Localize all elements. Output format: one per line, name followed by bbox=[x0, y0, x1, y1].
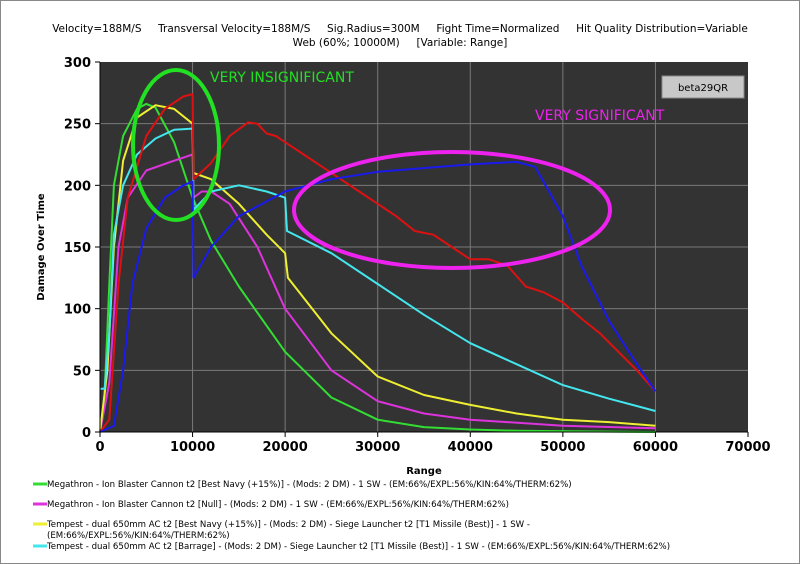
legend-label-2-line2: (EM:66%/EXPL:56%/KIN:64%/THERM:62%) bbox=[47, 531, 230, 541]
x-tick-label: 20000 bbox=[263, 440, 308, 455]
y-tick-label: 300 bbox=[64, 56, 91, 71]
annotation-ellipse-insignificant bbox=[131, 68, 221, 222]
x-axis-label: Range bbox=[406, 466, 442, 477]
y-tick-label: 100 bbox=[64, 303, 91, 318]
watermark-text: beta29QR bbox=[678, 83, 728, 94]
series-line-3 bbox=[100, 127, 656, 412]
x-tick-label: 10000 bbox=[170, 440, 215, 455]
y-tick-label: 150 bbox=[64, 241, 91, 256]
subtitle-line-1: Velocity=188M/S Transversal Velocity=188… bbox=[52, 23, 748, 35]
series-line-5 bbox=[99, 160, 657, 433]
x-tick-label: 0 bbox=[95, 440, 104, 455]
x-tick-label: 50000 bbox=[540, 440, 585, 455]
x-tick-label: 60000 bbox=[633, 440, 678, 455]
annotation-insignificant: VERY INSIGNIFICANT bbox=[210, 70, 354, 86]
x-tick-label: 70000 bbox=[725, 440, 770, 455]
y-axis-label: Damage Over Time bbox=[36, 193, 47, 301]
y-tick-label: 0 bbox=[82, 426, 91, 441]
x-tick-label: 30000 bbox=[355, 440, 400, 455]
annotation-ellipse-significant bbox=[292, 150, 612, 270]
watermark-box bbox=[661, 75, 745, 99]
subtitle-line-2: Web (60%; 10000M) [Variable: Range] bbox=[293, 37, 508, 49]
legend-label-1: Megathron - Ion Blaster Cannon t2 [Null]… bbox=[47, 500, 509, 510]
y-tick-label: 200 bbox=[64, 179, 91, 194]
legend-label-2: Tempest - dual 650mm AC t2 [Best Navy (+… bbox=[46, 520, 530, 530]
y-tick-label: 50 bbox=[73, 364, 91, 379]
y-tick-label: 250 bbox=[64, 118, 91, 133]
legend-label-3: Tempest - dual 650mm AC t2 [Barrage] - (… bbox=[46, 542, 670, 552]
x-tick-label: 40000 bbox=[448, 440, 493, 455]
series-line-2 bbox=[99, 104, 656, 433]
legend-label-0: Megathron - Ion Blaster Cannon t2 [Best … bbox=[47, 480, 572, 490]
annotation-significant: VERY SIGNIFICANT bbox=[535, 108, 665, 124]
